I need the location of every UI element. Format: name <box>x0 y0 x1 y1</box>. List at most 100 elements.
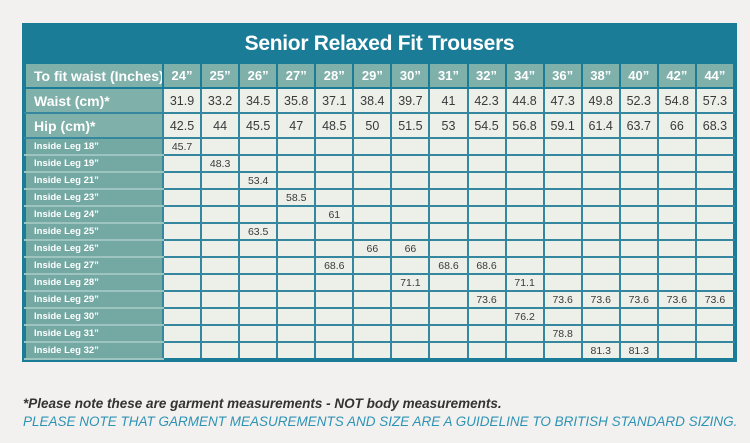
value-cell: 49.8 <box>580 87 621 114</box>
empty-cell <box>161 171 203 190</box>
value-cell: 73.6 <box>618 290 659 309</box>
empty-cell <box>200 137 241 156</box>
empty-cell <box>161 341 203 360</box>
value-cell: 73.6 <box>542 290 583 309</box>
value-cell: 59.1 <box>542 112 583 139</box>
empty-cell <box>466 239 507 258</box>
empty-cell <box>542 256 583 275</box>
empty-cell <box>656 137 697 156</box>
empty-cell <box>504 324 545 343</box>
value-cell: 52.3 <box>618 87 659 114</box>
empty-cell <box>618 239 659 258</box>
row-label: Inside Leg 18” <box>24 137 164 156</box>
empty-cell <box>542 341 583 360</box>
empty-cell <box>694 154 736 173</box>
empty-cell <box>428 205 469 224</box>
column-header: 25” <box>200 62 241 89</box>
empty-cell <box>428 273 469 292</box>
empty-cell <box>656 154 697 173</box>
value-cell: 44.8 <box>504 87 545 114</box>
empty-cell <box>161 154 203 173</box>
empty-cell <box>694 188 736 207</box>
empty-cell <box>580 171 621 190</box>
empty-cell <box>466 171 507 190</box>
empty-cell <box>428 239 469 258</box>
empty-cell <box>314 171 355 190</box>
empty-cell <box>200 188 241 207</box>
value-cell: 54.5 <box>466 112 507 139</box>
column-header: 24” <box>161 62 203 89</box>
value-cell: 41 <box>428 87 469 114</box>
empty-cell <box>276 171 317 190</box>
row-label: Inside Leg 26” <box>24 239 164 258</box>
empty-cell <box>390 341 431 360</box>
value-cell: 66 <box>656 112 697 139</box>
column-header: 28” <box>314 62 355 89</box>
size-table-body: To fit waist (Inches) 24” 25” 26” 27” 28” 29”… <box>24 62 736 360</box>
empty-cell <box>466 324 507 343</box>
empty-cell <box>466 188 507 207</box>
empty-cell <box>276 273 317 292</box>
empty-cell <box>276 256 317 275</box>
column-header: 27” <box>276 62 317 89</box>
empty-cell <box>352 290 393 309</box>
empty-cell <box>352 273 393 292</box>
empty-cell <box>352 324 393 343</box>
empty-cell <box>504 341 545 360</box>
column-header: 26” <box>238 62 279 89</box>
value-cell: 45.7 <box>161 137 203 156</box>
empty-cell <box>314 239 355 258</box>
value-cell: 58.5 <box>276 188 317 207</box>
empty-cell <box>314 188 355 207</box>
empty-cell <box>580 222 621 241</box>
empty-cell <box>428 154 469 173</box>
empty-cell <box>276 154 317 173</box>
value-cell: 63.7 <box>618 112 659 139</box>
empty-cell <box>466 222 507 241</box>
empty-cell <box>694 171 736 190</box>
row-label: Inside Leg 32” <box>24 341 164 360</box>
empty-cell <box>314 341 355 360</box>
empty-cell <box>200 273 241 292</box>
column-header: 40” <box>618 62 659 89</box>
empty-cell <box>200 324 241 343</box>
value-cell: 39.7 <box>390 87 431 114</box>
value-cell: 47.3 <box>542 87 583 114</box>
empty-cell <box>580 154 621 173</box>
empty-cell <box>618 171 659 190</box>
empty-cell <box>542 239 583 258</box>
empty-cell <box>504 222 545 241</box>
header-label: To fit waist (Inches) <box>24 62 164 89</box>
empty-cell <box>200 290 241 309</box>
table-row: Inside Leg 27” 68.6 68.6 68.6 <box>24 256 736 275</box>
row-label: Inside Leg 24” <box>24 205 164 224</box>
value-cell: 50 <box>352 112 393 139</box>
value-cell: 44 <box>200 112 241 139</box>
empty-cell <box>618 307 659 326</box>
empty-cell <box>314 324 355 343</box>
column-header: 38” <box>580 62 621 89</box>
empty-cell <box>276 324 317 343</box>
value-cell: 45.5 <box>238 112 279 139</box>
table-row: Inside Leg 25” 63.5 <box>24 222 736 241</box>
value-cell: 53 <box>428 112 469 139</box>
value-cell: 68.3 <box>694 112 736 139</box>
empty-cell <box>200 171 241 190</box>
empty-cell <box>352 256 393 275</box>
value-cell: 51.5 <box>390 112 431 139</box>
empty-cell <box>352 171 393 190</box>
empty-cell <box>656 171 697 190</box>
empty-cell <box>200 205 241 224</box>
empty-cell <box>314 154 355 173</box>
empty-cell <box>618 256 659 275</box>
row-label: Waist (cm)* <box>24 87 164 114</box>
empty-cell <box>276 290 317 309</box>
size-table: To fit waist (Inches) 24” 25” 26” 27” 28” 29”… <box>24 62 736 360</box>
empty-cell <box>618 154 659 173</box>
footnote-garment-measurements: *Please note these are garment measureme… <box>23 396 502 411</box>
table-row: Hip (cm)* 42.5 44 45.5 47 48.5 50 51.5 53 54.5 56.… <box>24 112 736 139</box>
empty-cell <box>161 222 203 241</box>
empty-cell <box>580 324 621 343</box>
empty-cell <box>618 205 659 224</box>
value-cell: 47 <box>276 112 317 139</box>
